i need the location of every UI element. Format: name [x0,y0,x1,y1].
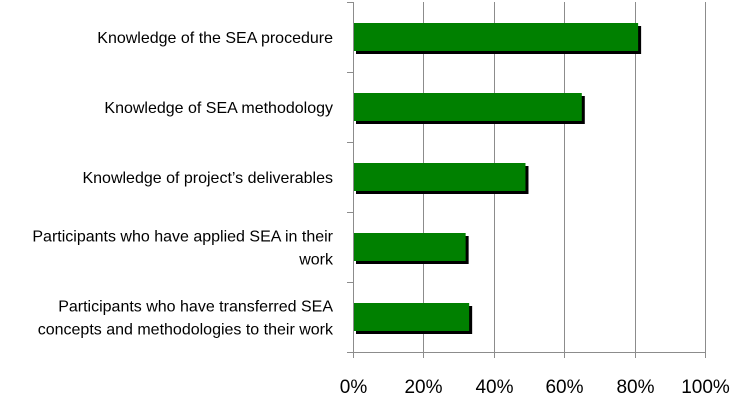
x-tick-labels: 0% 20% 40% 60% 80% 100% [340,377,730,398]
bar [353,23,639,51]
category-label: Participants who have transferred SEA con… [38,299,334,339]
x-tick-label: 60% [545,377,583,398]
bar [353,303,470,331]
category-label-line: concepts and methodologies to their work [38,322,334,339]
category-label-line: Participants who have applied SEA in the… [32,229,333,246]
x-tick-label: 0% [340,377,368,398]
category-label-line: Knowledge of SEA methodology [104,100,333,117]
category-labels: Knowledge of the SEA procedure Knowledge … [32,30,334,339]
x-tick-label: 80% [616,377,654,398]
category-label: Participants who have applied SEA in the… [32,229,334,269]
axes [347,2,706,358]
bars [353,23,642,334]
x-tick-label: 100% [681,377,730,398]
category-label-line: work [298,252,334,269]
x-tick-label: 40% [475,377,513,398]
x-tick-label: 20% [404,377,442,398]
category-label-line: Knowledge of the SEA procedure [97,30,333,47]
bar [353,93,582,121]
bar [353,233,466,261]
category-label: Knowledge of project’s deliverables [82,170,333,187]
category-label: Knowledge of SEA methodology [104,100,333,117]
category-label-line: Participants who have transferred SEA [58,299,333,316]
category-label-line: Knowledge of project’s deliverables [82,170,333,187]
category-label: Knowledge of the SEA procedure [97,30,333,47]
bar [353,163,526,191]
gridlines [423,2,706,352]
